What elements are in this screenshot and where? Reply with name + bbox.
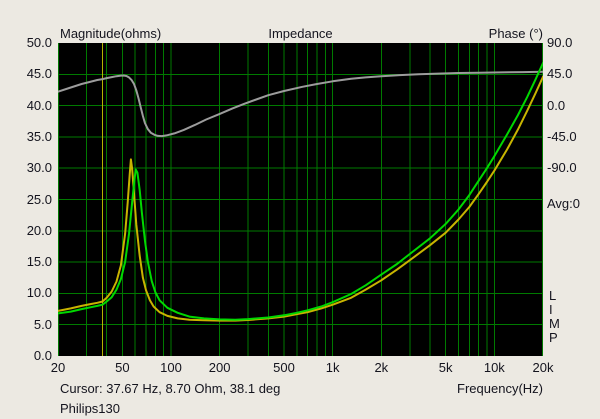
phase-avg-label: Avg:0	[547, 196, 581, 211]
frequency-tick-label: 2k	[374, 360, 389, 375]
phase-tick-label: -90.0	[547, 160, 577, 176]
frequency-tick-label: 20k	[532, 360, 554, 375]
frequency-tick-label: 10k	[483, 360, 505, 375]
cursor-readout: Cursor: 37.67 Hz, 8.70 Ohm, 38.1 deg	[60, 381, 281, 396]
phase-tick-label: 90.0	[547, 35, 573, 50]
magnitude-tick-label: 20.0	[26, 222, 52, 238]
frequency-tick-label: 200	[208, 360, 231, 375]
magnitude-green-curve	[58, 62, 543, 321]
phase-axis-title: Phase (°)	[488, 26, 543, 41]
frequency-axis-title: Frequency(Hz)	[457, 381, 543, 396]
frequency-tick-label: 100	[160, 360, 182, 375]
limp-logo-letter: I	[549, 302, 553, 317]
magnitude-tick-label: 10.0	[26, 285, 52, 301]
magnitude-tick-label: 25.0	[26, 191, 52, 207]
magnitude-tick-label: 30.0	[26, 160, 52, 176]
magnitude-axis-title: Magnitude(ohms)	[60, 26, 162, 41]
magnitude-tick-label: 45.0	[26, 66, 52, 82]
magnitude-tick-label: 5.0	[33, 316, 52, 332]
frequency-tick-label: 1k	[325, 360, 340, 375]
impedance-plot[interactable]	[58, 43, 543, 356]
impedance-plot-canvas[interactable]	[58, 43, 543, 356]
frequency-tick-label: 500	[273, 360, 295, 375]
chart-title: Impedance	[268, 26, 333, 41]
magnitude-tick-label: 0.0	[33, 348, 52, 363]
limp-logo-letter: P	[549, 330, 558, 345]
limp-logo-letter: M	[549, 316, 560, 331]
frequency-tick-label: 5k	[438, 360, 453, 375]
magnitude-tick-label: 50.0	[26, 35, 52, 50]
magnitude-tick-label: 40.0	[26, 97, 52, 113]
magnitude-tick-label: 35.0	[26, 128, 52, 144]
phase-curve	[58, 70, 543, 138]
magnitude-yellow-curve	[58, 75, 543, 322]
phase-tick-label: 45.0	[547, 66, 573, 82]
limp-logo-letter: L	[549, 288, 557, 303]
magnitude-tick-label: 15.0	[26, 254, 52, 270]
phase-tick-label: -45.0	[547, 128, 577, 144]
project-name: Philips130	[60, 401, 120, 416]
phase-tick-label: 0.0	[547, 97, 566, 113]
frequency-tick-label: 20	[50, 360, 66, 375]
frequency-tick-label: 50	[115, 360, 130, 375]
